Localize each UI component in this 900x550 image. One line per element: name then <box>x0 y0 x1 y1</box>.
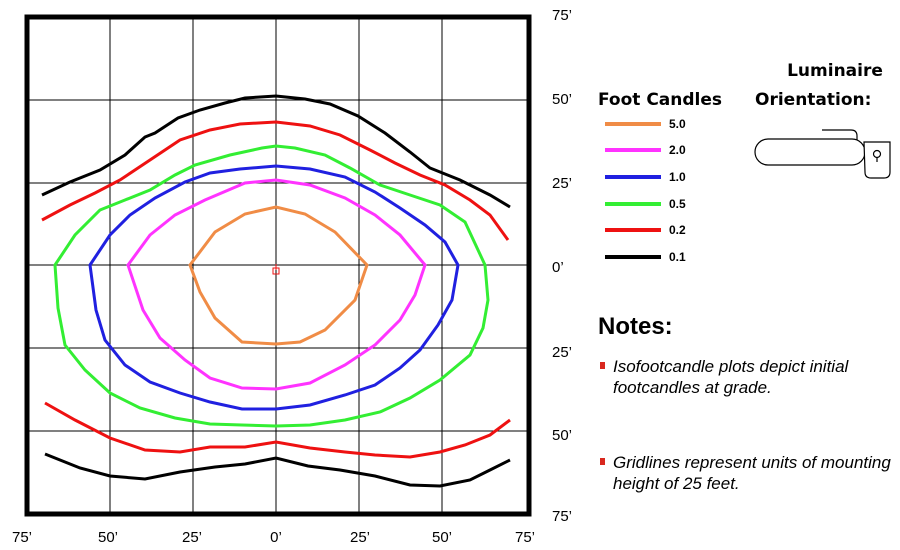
x-tick-label: 0’ <box>270 529 282 546</box>
legend-title: Foot Candles <box>598 90 723 110</box>
isofootcandle-plot <box>24 14 532 517</box>
legend-swatch <box>605 122 661 126</box>
legend-label: 2.0 <box>669 143 686 157</box>
note-text: Isofootcandle plots depict initial footc… <box>613 357 849 397</box>
x-tick-label: 75’ <box>514 529 536 546</box>
legend-swatch <box>605 255 661 259</box>
plot-border <box>24 14 532 517</box>
legend-swatch <box>605 202 661 206</box>
luminaire-orientation-icon <box>754 129 891 179</box>
contour-5.0 <box>188 205 369 346</box>
note-bullet <box>600 362 605 369</box>
legend-swatch <box>605 148 661 152</box>
y-tick-label: 0’ <box>552 259 564 276</box>
x-tick-label: 25’ <box>349 529 371 546</box>
legend-label: 0.2 <box>669 223 686 237</box>
legend-label: 0.5 <box>669 197 686 211</box>
legend-label: 5.0 <box>669 117 686 131</box>
orientation-title: Luminaire <box>775 61 895 81</box>
y-tick-label: 75’ <box>552 7 573 24</box>
legend-item: 5.0 <box>605 117 686 131</box>
orientation-title-line1: Luminaire <box>787 61 883 81</box>
contour-2.0 <box>126 178 427 391</box>
x-tick-label: 50’ <box>97 529 119 546</box>
contour-0.2-lower <box>44 401 511 459</box>
y-tick-label: 75’ <box>552 508 573 525</box>
legend-item: 0.5 <box>605 197 686 211</box>
legend-item: 2.0 <box>605 143 686 157</box>
legend-item: 1.0 <box>605 170 686 184</box>
legend-label: 1.0 <box>669 170 686 184</box>
contour-0.1-upper <box>41 94 511 209</box>
x-tick-label: 25’ <box>181 529 203 546</box>
y-tick-label: 50’ <box>552 91 573 108</box>
legend-label: 0.1 <box>669 250 686 264</box>
y-tick-label: 50’ <box>552 427 573 444</box>
legend-item: 0.2 <box>605 223 686 237</box>
note-bullet <box>600 458 605 465</box>
contour-0.1-lower <box>44 452 511 488</box>
notes-title: Notes: <box>598 313 673 340</box>
contour-1.0 <box>88 164 460 411</box>
legend-swatch <box>605 228 661 232</box>
x-tick-label: 75’ <box>11 529 33 546</box>
luminaire-marker <box>272 264 280 275</box>
x-tick-label: 50’ <box>431 529 453 546</box>
contour-0.2-upper <box>41 120 510 241</box>
contour-0.5 <box>53 144 490 428</box>
note-text: Gridlines represent units of mounting he… <box>613 453 891 493</box>
y-tick-label: 25’ <box>552 175 573 192</box>
y-tick-label: 25’ <box>552 344 573 361</box>
legend-item: 0.1 <box>605 250 686 264</box>
legend-swatch <box>605 175 661 179</box>
orientation-title-line2: Orientation: <box>755 90 872 110</box>
